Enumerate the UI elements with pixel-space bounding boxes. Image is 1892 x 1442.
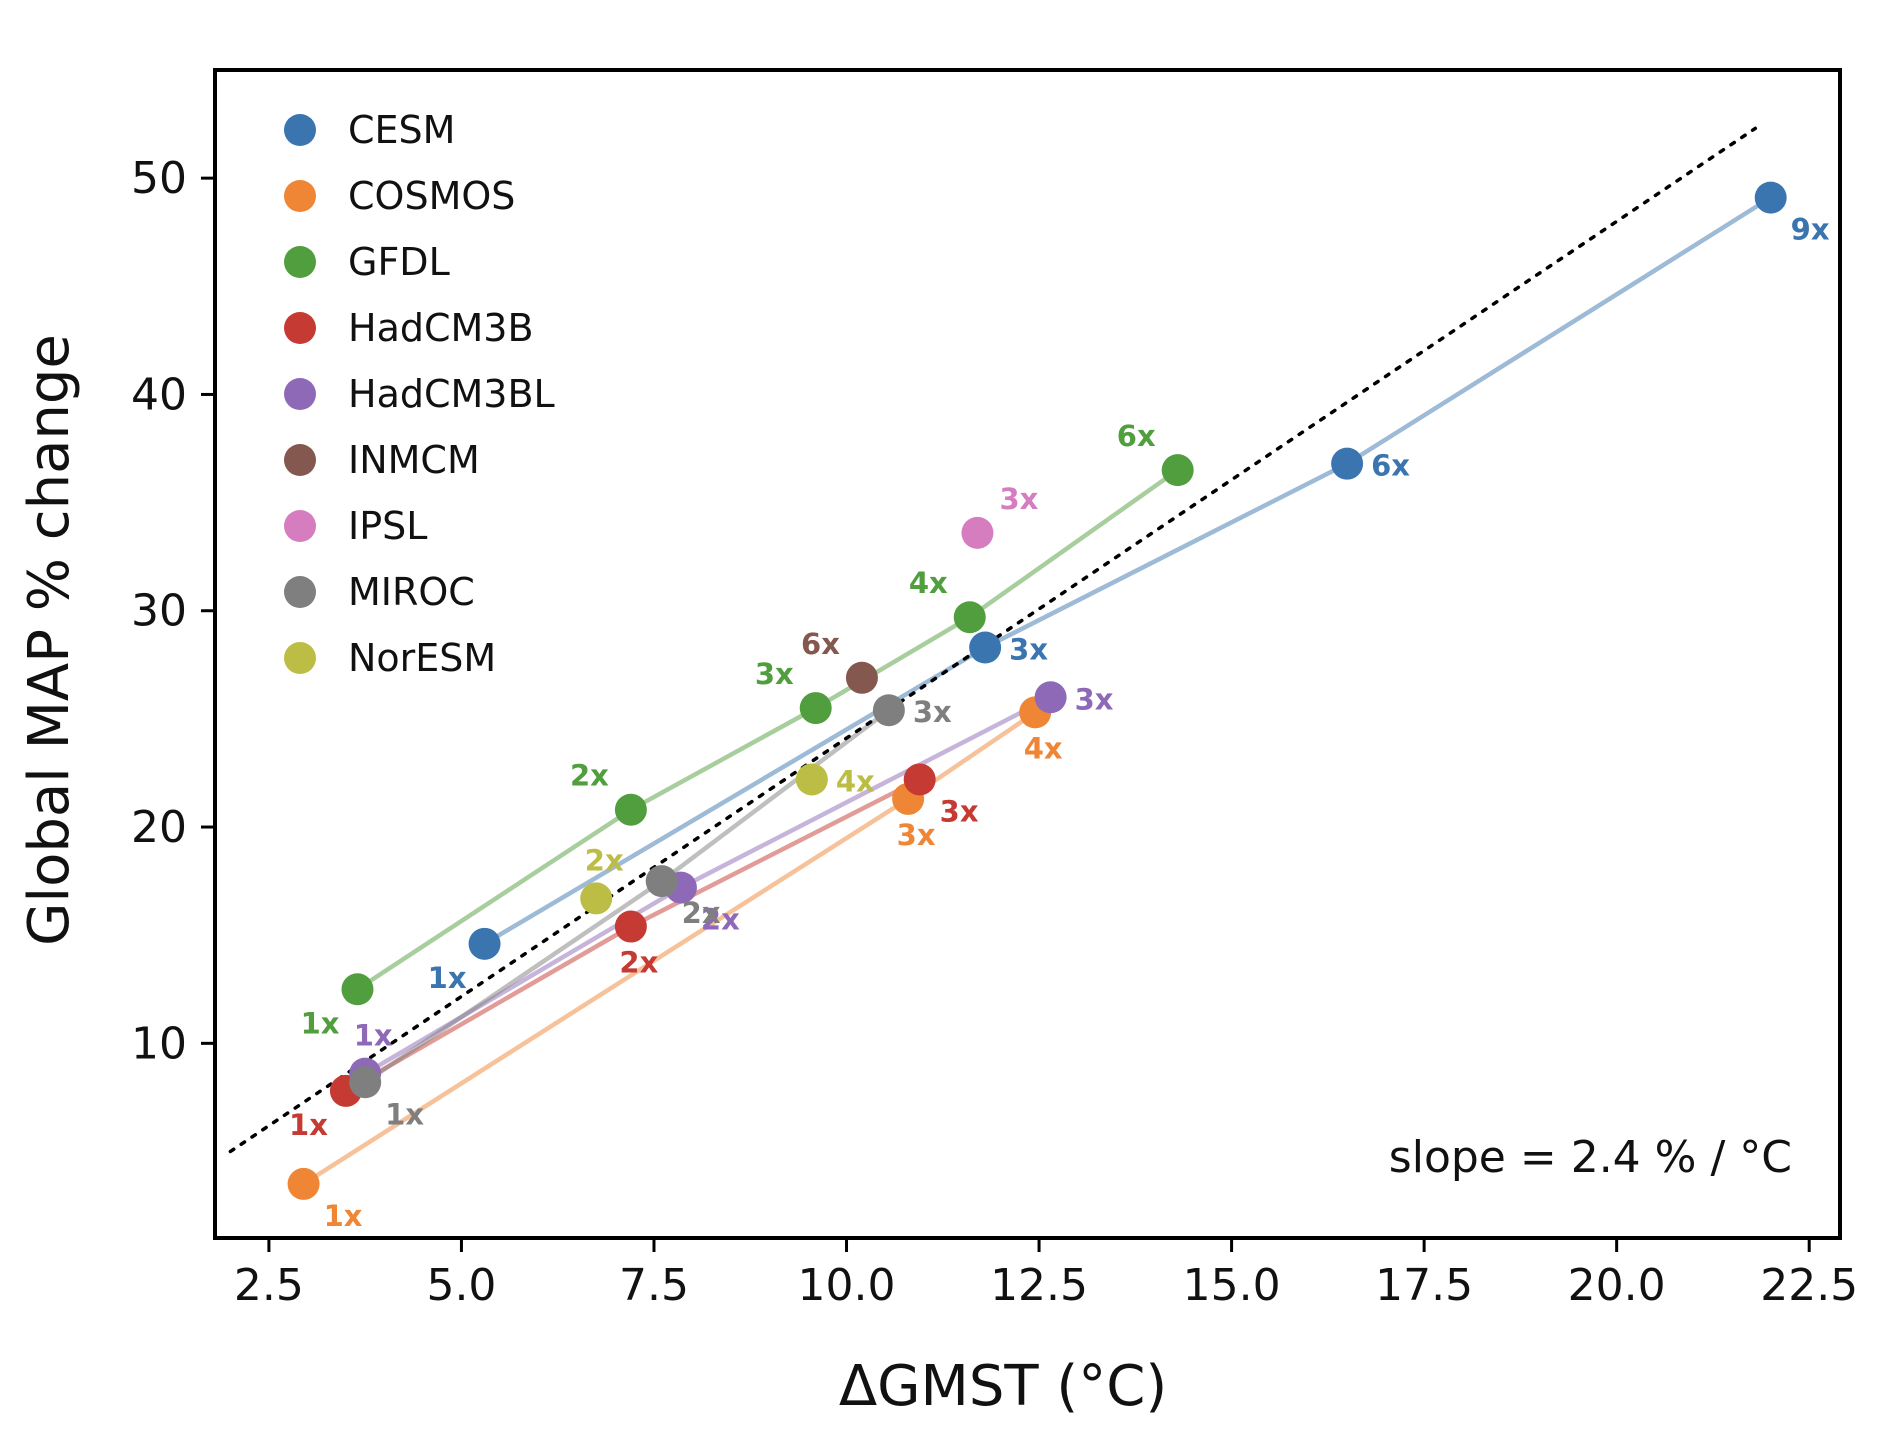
data-point-2-3 bbox=[953, 601, 986, 634]
slope-annotation: slope = 2.4 % / °C bbox=[1389, 1132, 1792, 1183]
data-point-3-2 bbox=[903, 763, 936, 796]
point-label-8-0: 2x bbox=[585, 843, 624, 877]
y-axis-title: Global MAP % change bbox=[17, 334, 82, 946]
legend-label-4: HadCM3BL bbox=[348, 372, 555, 416]
point-label-3-2: 3x bbox=[940, 794, 979, 828]
legend-label-2: GFDL bbox=[348, 240, 450, 284]
point-label-1-0: 1x bbox=[324, 1199, 363, 1233]
legend-marker-2 bbox=[284, 246, 316, 278]
data-point-1-0 bbox=[287, 1167, 320, 1200]
x-tick-label-3: 10.0 bbox=[798, 1260, 896, 1311]
point-label-5-0: 6x bbox=[801, 627, 840, 661]
point-label-3-0: 1x bbox=[289, 1108, 328, 1142]
data-points bbox=[287, 181, 1787, 1200]
x-tick-label-0: 2.5 bbox=[234, 1260, 304, 1311]
legend-marker-3 bbox=[284, 312, 316, 344]
axes: 2.5 5.0 7.5 10.0 12.5 15.0 17.5 20.0 22.5 10 20 30 4… bbox=[131, 68, 1858, 1311]
data-point-7-0 bbox=[349, 1066, 382, 1099]
point-label-1-2: 4x bbox=[1024, 731, 1063, 765]
legend-marker-5 bbox=[284, 444, 316, 476]
data-point-2-4 bbox=[1161, 454, 1194, 487]
legend-marker-0 bbox=[284, 114, 316, 146]
x-tick-label-5: 15.0 bbox=[1183, 1260, 1281, 1311]
x-tick-label-7: 20.0 bbox=[1568, 1260, 1666, 1311]
legend-label-8: NorESM bbox=[348, 636, 496, 680]
point-label-0-0: 1x bbox=[428, 961, 467, 995]
data-point-2-1 bbox=[614, 793, 647, 826]
point-label-0-3: 9x bbox=[1791, 213, 1830, 247]
data-point-2-2 bbox=[799, 692, 832, 725]
point-label-8-1: 4x bbox=[836, 764, 875, 798]
point-label-7-2: 3x bbox=[913, 695, 952, 729]
y-tick-label-2: 30 bbox=[131, 586, 187, 637]
point-label-2-1: 2x bbox=[570, 759, 609, 793]
series-line-2 bbox=[355, 467, 1180, 992]
data-point-0-3 bbox=[1754, 181, 1787, 214]
legend: CESM COSMOS GFDL HadCM3B HadCM3BL INMCM IPSL MI… bbox=[284, 108, 555, 680]
point-label-6-0: 3x bbox=[999, 482, 1038, 516]
x-tick-label-1: 5.0 bbox=[426, 1260, 496, 1311]
point-label-4-1: 2x bbox=[701, 903, 740, 937]
point-label-4-2: 3x bbox=[1075, 682, 1114, 716]
series-line-0 bbox=[482, 195, 1773, 947]
plot-frame bbox=[213, 68, 1842, 1240]
x-tick-label-2: 7.5 bbox=[619, 1260, 689, 1311]
data-point-6-0 bbox=[961, 516, 994, 549]
legend-label-7: MIROC bbox=[348, 570, 475, 614]
legend-marker-4 bbox=[284, 378, 316, 410]
legend-label-0: CESM bbox=[348, 108, 455, 152]
y-tick-label-3: 40 bbox=[131, 369, 187, 420]
point-labels: 1x3x6x9x1x3x4x1x2x3x4x6x1x2x3x1x2x3x6x3x… bbox=[289, 213, 1830, 1233]
y-tick-label-0: 10 bbox=[131, 1018, 187, 1069]
data-point-8-1 bbox=[795, 763, 828, 796]
x-tick-label-8: 22.5 bbox=[1760, 1260, 1858, 1311]
data-point-4-2 bbox=[1034, 681, 1067, 714]
point-label-2-3: 4x bbox=[909, 566, 948, 600]
point-label-2-4: 6x bbox=[1117, 419, 1156, 453]
data-point-0-0 bbox=[468, 927, 501, 960]
point-label-7-1: 2x bbox=[682, 896, 721, 930]
point-label-4-0: 1x bbox=[354, 1019, 393, 1053]
data-point-5-0 bbox=[845, 661, 878, 694]
legend-marker-8 bbox=[284, 642, 316, 674]
legend-marker-1 bbox=[284, 180, 316, 212]
legend-label-1: COSMOS bbox=[348, 174, 515, 218]
data-point-2-0 bbox=[341, 973, 374, 1006]
point-label-0-1: 3x bbox=[1009, 633, 1048, 667]
legend-marker-6 bbox=[284, 510, 316, 542]
x-axis-title: ΔGMST (°C) bbox=[839, 1354, 1167, 1419]
legend-label-5: INMCM bbox=[348, 438, 480, 482]
data-point-0-2 bbox=[1331, 447, 1364, 480]
point-label-2-2: 3x bbox=[755, 657, 794, 691]
x-tick-label-4: 12.5 bbox=[990, 1260, 1088, 1311]
y-tick-label-1: 20 bbox=[131, 802, 187, 853]
point-label-1-1: 3x bbox=[897, 818, 936, 852]
legend-label-6: IPSL bbox=[348, 504, 427, 548]
data-point-0-1 bbox=[969, 631, 1002, 664]
y-tick-label-4: 50 bbox=[131, 153, 187, 204]
legend-label-3: HadCM3B bbox=[348, 306, 534, 350]
point-label-7-0: 1x bbox=[385, 1097, 424, 1131]
point-label-3-1: 2x bbox=[619, 946, 658, 980]
point-label-2-0: 1x bbox=[301, 1006, 340, 1040]
point-label-0-2: 6x bbox=[1371, 449, 1410, 483]
x-tick-label-6: 17.5 bbox=[1375, 1260, 1473, 1311]
data-point-8-0 bbox=[580, 882, 613, 915]
data-point-3-1 bbox=[614, 910, 647, 943]
data-point-7-2 bbox=[872, 694, 905, 727]
legend-marker-7 bbox=[284, 576, 316, 608]
data-point-7-1 bbox=[645, 865, 678, 898]
